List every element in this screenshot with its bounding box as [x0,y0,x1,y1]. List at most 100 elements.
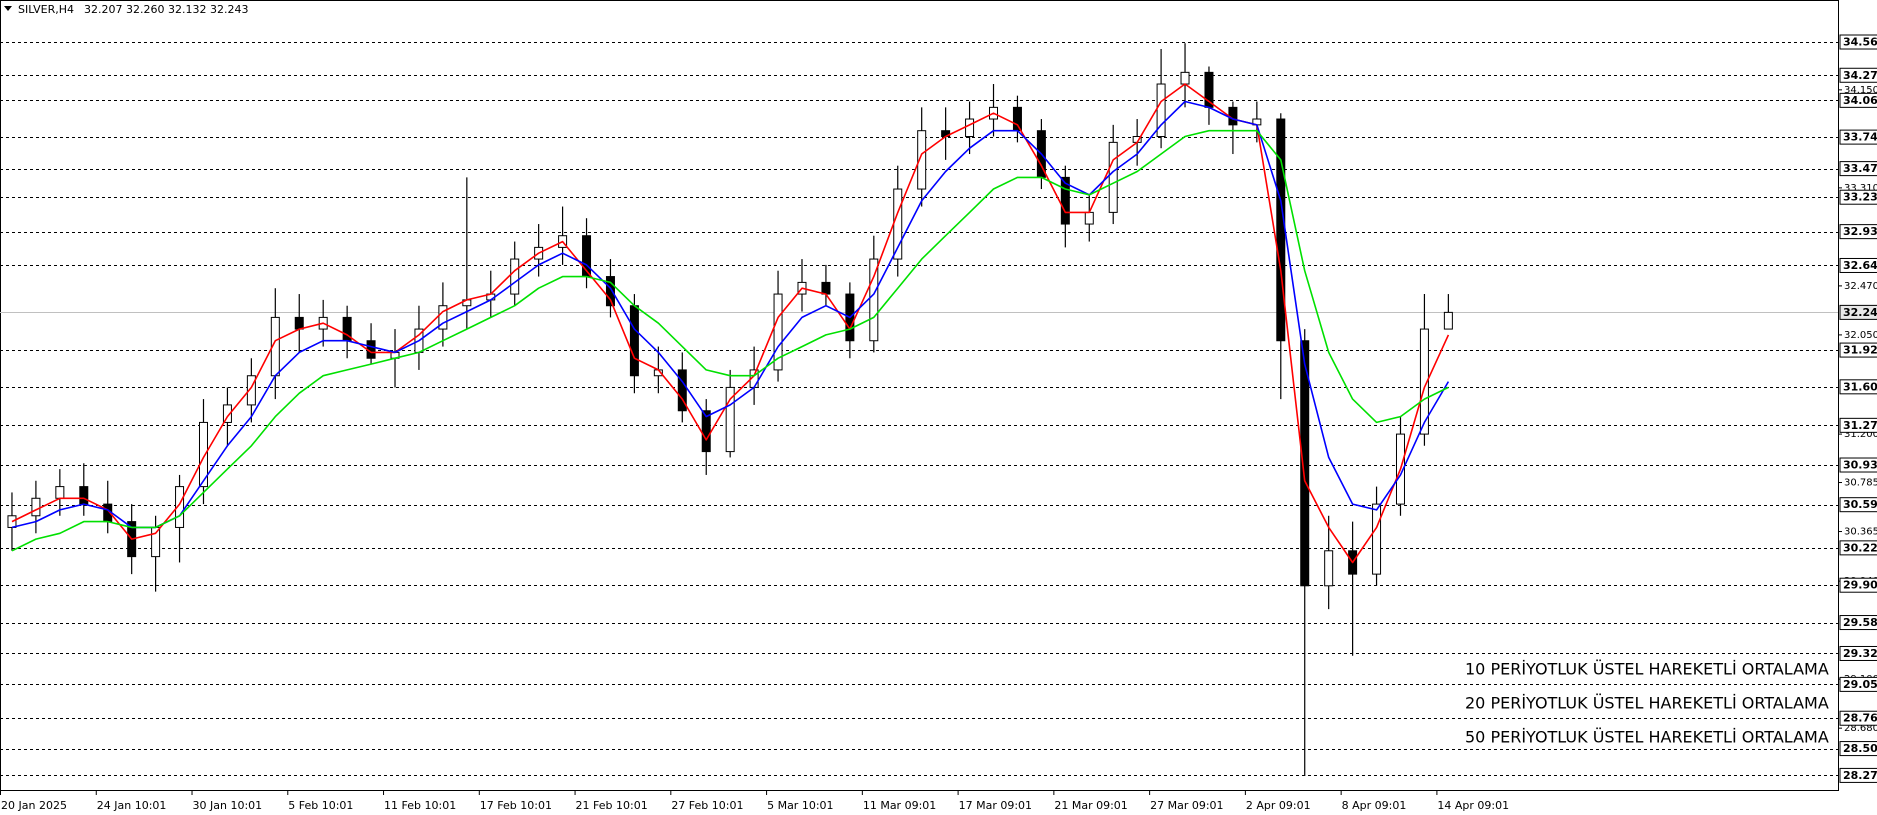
candle-body [677,369,687,412]
candle-body [1300,340,1310,587]
level-label: 28.505 [1843,742,1877,755]
level-label-box [1839,92,1877,108]
level-label: 28.275 [1843,769,1877,782]
x-tick-label: 11 Feb 10:01 [384,799,456,812]
y-tick-label: 32.470 [1844,281,1877,292]
level-label-box [1839,577,1877,593]
candle-body [1084,211,1094,225]
level-label: 30.935 [1843,459,1877,472]
level-label: 34.275 [1843,69,1877,82]
current-price-label: 32.243 [1843,306,1877,319]
x-tick-label: 5 Feb 10:01 [288,799,353,812]
x-tick-label: 30 Jan 10:01 [193,799,263,812]
candle-body [198,421,208,488]
candle-body [1108,141,1118,213]
level-label-box [1839,34,1877,50]
candle-body [773,293,783,371]
candle-body [151,526,161,558]
candle-body [55,486,65,499]
level-label-box [1839,615,1877,631]
level-label-box [1839,457,1877,473]
level-label-box [1839,224,1877,240]
level-label-box [1839,342,1877,358]
candle-body [1419,328,1429,435]
candle-body [1443,311,1453,330]
level-label: 32.935 [1843,225,1877,238]
legend-label: 50 PERİYOTLUK ÜSTEL HAREKETLİ ORTALAMA [1465,728,1829,747]
level-label-box [1839,497,1877,513]
current-price-label-box [1839,304,1877,320]
level-label-box [1839,379,1877,395]
legend-label: 10 PERİYOTLUK ÜSTEL HAREKETLİ ORTALAMA [1465,660,1829,679]
level-label: 29.320 [1843,647,1877,660]
y-tick-label: 28.680 [1844,723,1877,734]
x-tick-label: 5 Mar 10:01 [767,799,833,812]
candle-body [222,404,232,423]
level-label: 29.905 [1843,579,1877,592]
ema-line [11,83,1450,564]
candle-body [1276,118,1286,342]
ema-line [11,100,1450,529]
candle-body [725,386,735,453]
level-label-box [1839,161,1877,177]
candle-body [869,258,879,342]
x-tick-label: 27 Feb 10:01 [671,799,743,812]
level-label-box [1839,189,1877,205]
y-tick-label: 30.365 [1844,527,1877,538]
y-tick-label: 30.785 [1844,478,1877,489]
x-tick-label: 17 Mar 09:01 [959,799,1032,812]
level-label: 31.605 [1843,380,1877,393]
x-tick-label: 24 Jan 10:01 [97,799,167,812]
y-tick-label: 31.200 [1844,429,1877,440]
level-label-box [1839,645,1877,661]
level-label: 29.585 [1843,616,1877,629]
candle-body [629,305,639,377]
level-label: 31.920 [1843,344,1877,357]
x-tick-label: 8 Apr 09:01 [1342,799,1407,812]
candle-body [1324,550,1334,587]
ema-line [11,129,1449,552]
x-tick-label: 27 Mar 09:01 [1150,799,1223,812]
level-label-box [1839,676,1877,692]
level-label-box [1839,741,1877,757]
x-tick-label: 21 Mar 09:01 [1054,799,1127,812]
candle-body [79,486,89,505]
level-label: 31.275 [1843,419,1877,432]
candle-body [510,258,520,295]
level-label: 34.060 [1843,94,1877,107]
y-tick-label: 34.150 [1844,85,1877,96]
level-label: 30.225 [1843,541,1877,554]
level-label-box [1839,67,1877,83]
level-label: 33.230 [1843,191,1877,204]
level-label: 29.055 [1843,678,1877,691]
menu-arrow[interactable] [4,6,12,11]
candle-body [821,281,831,295]
x-tick-label: 2 Apr 09:01 [1246,799,1311,812]
candle-body [1180,71,1190,85]
candle-body [1372,503,1382,575]
x-tick-label: 11 Mar 09:01 [863,799,936,812]
level-label-box [1839,540,1877,556]
legend-label: 20 PERİYOTLUK ÜSTEL HAREKETLİ ORTALAMA [1465,694,1829,713]
level-label-box [1839,257,1877,273]
y-tick-label: 33.310 [1844,183,1877,194]
level-label: 33.745 [1843,131,1877,144]
x-tick-label: 21 Feb 10:01 [576,799,648,812]
candle-body [7,515,17,528]
level-label: 32.645 [1843,259,1877,272]
candle-body [965,118,975,138]
x-tick-label: 20 Jan 2025 [1,799,67,812]
symbol-title: SILVER,H4 [18,3,74,16]
candle-body [438,305,448,330]
candle-body [1156,83,1166,138]
level-label: 28.765 [1843,712,1877,725]
y-tick-label: 32.050 [1844,330,1877,341]
candle-body [246,375,256,406]
candle-body [701,410,711,453]
level-label: 33.475 [1843,162,1877,175]
x-tick-label: 14 Apr 09:01 [1437,799,1509,812]
level-label-box [1839,710,1877,726]
level-label-box [1839,129,1877,145]
level-label: 30.595 [1843,498,1877,511]
